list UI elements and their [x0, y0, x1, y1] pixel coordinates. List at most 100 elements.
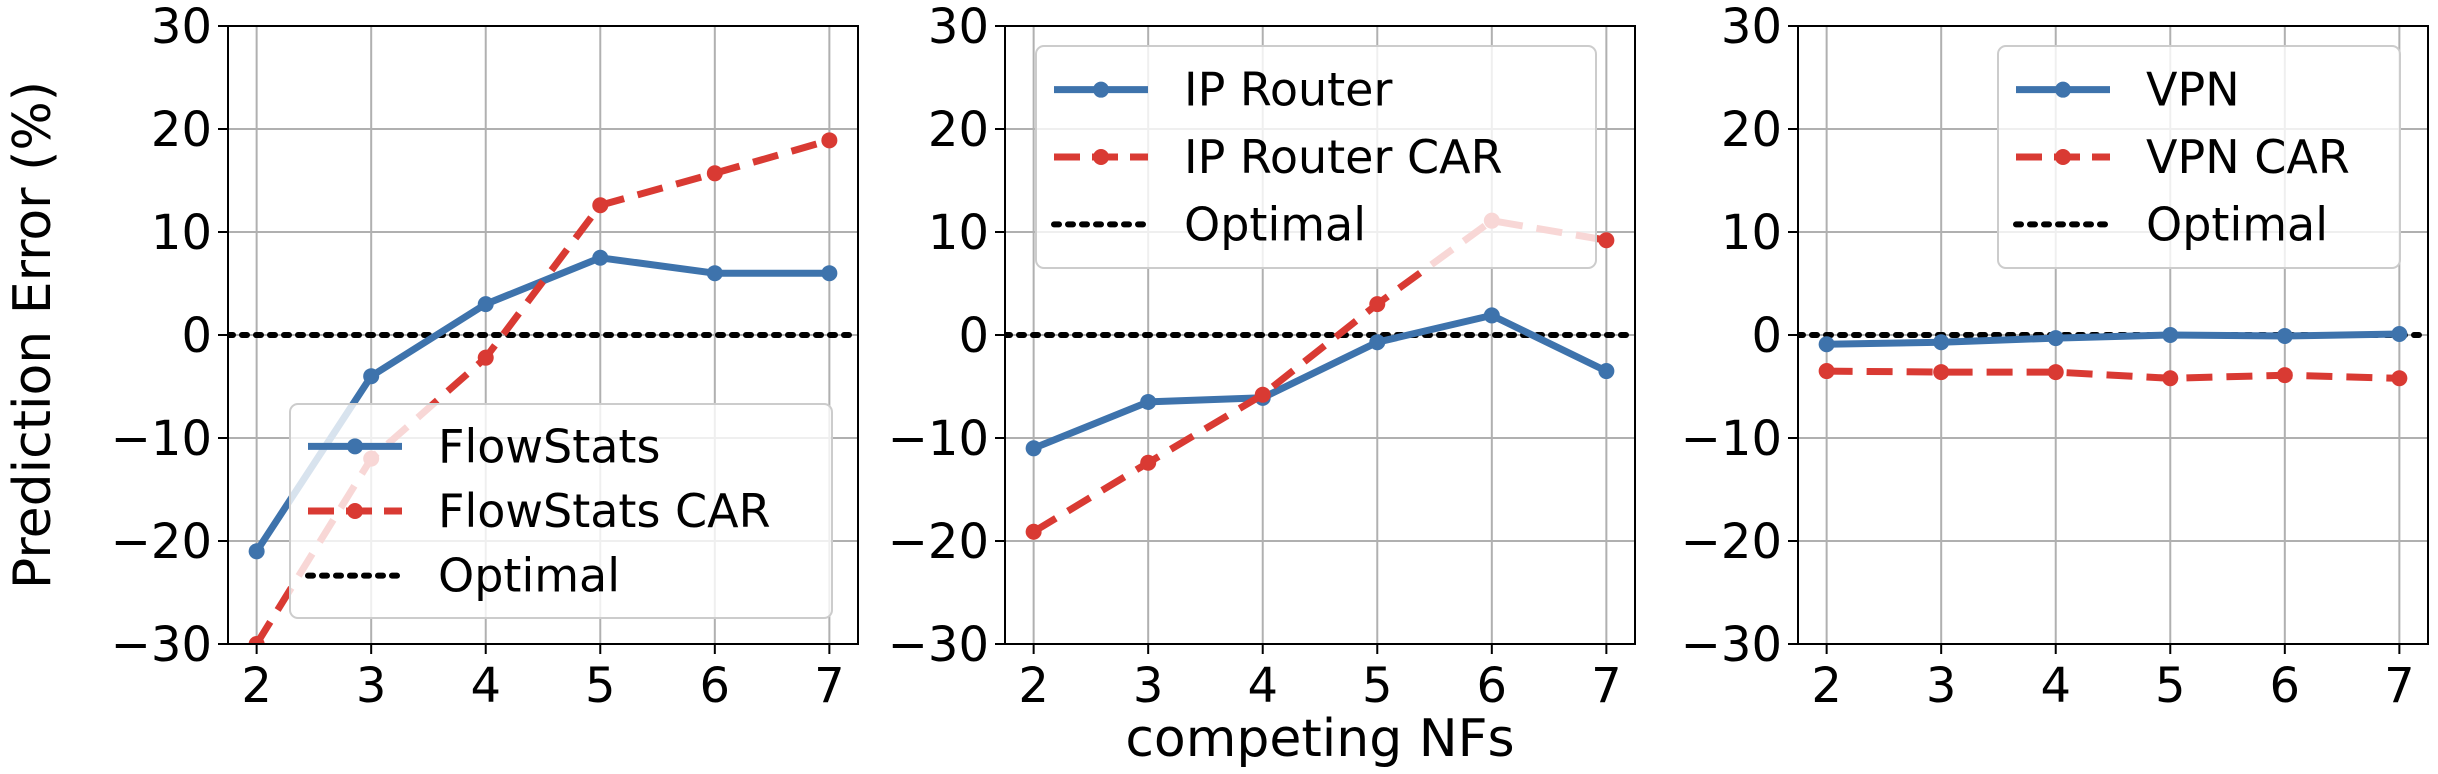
- legend-label: Optimal: [1184, 197, 1366, 251]
- y-tick-label: 30: [1721, 0, 1782, 55]
- y-tick-label: −10: [888, 411, 989, 467]
- data-point: [1818, 363, 1835, 380]
- plot-frame: [227, 25, 859, 645]
- x-tick-label: 5: [2155, 658, 2186, 714]
- legend-label: Optimal: [438, 549, 620, 603]
- x-tick-label: 6: [700, 658, 731, 714]
- y-tick-label: −20: [888, 514, 989, 570]
- legend-label: Optimal: [2146, 197, 2328, 251]
- y-tick-label: 10: [1721, 205, 1782, 261]
- legend: FlowStats FlowStats CAR Optimal: [289, 403, 833, 619]
- y-tick-label: 10: [151, 205, 212, 261]
- data-point: [1025, 440, 1042, 457]
- legend-label: FlowStats CAR: [438, 484, 771, 538]
- y-tick-label: 30: [928, 0, 989, 55]
- x-tick-label: 3: [356, 658, 387, 714]
- x-tick-label: 2: [1018, 658, 1049, 714]
- legend-box: [289, 403, 833, 619]
- series-line: [1826, 367, 2400, 382]
- data-point: [821, 265, 838, 282]
- y-tick-label: −20: [1681, 514, 1782, 570]
- series-vpn: [1818, 325, 2408, 353]
- x-tick-label: 3: [1133, 658, 1164, 714]
- legend-marker: [347, 503, 363, 519]
- y-tick-label: 20: [928, 102, 989, 158]
- chart-panel-1: 2 3 4 5 6 73020100−10−20−30FlowStatsFlowStats…: [3, 0, 859, 714]
- data-point: [1140, 454, 1157, 471]
- data-point: [2162, 370, 2179, 387]
- y-tick-label: −30: [888, 617, 989, 673]
- y-tick-label: 0: [958, 308, 989, 364]
- data-point: [592, 197, 609, 214]
- data-point: [477, 296, 494, 313]
- legend-label: IP Router CAR: [1184, 130, 1503, 184]
- y-tick-label: −30: [111, 617, 212, 673]
- data-point: [1933, 364, 1950, 381]
- legend-box: [1997, 45, 2401, 269]
- y-axis-label: Prediction Error (%): [3, 81, 63, 589]
- x-tick-label: 3: [1926, 658, 1957, 714]
- data-point: [2391, 325, 2408, 342]
- data-point: [821, 132, 838, 149]
- legend-box: [1035, 45, 1597, 269]
- x-tick-label: 4: [2040, 658, 2071, 714]
- data-point: [248, 543, 265, 560]
- y-tick-label: 10: [928, 205, 989, 261]
- plot-frame: [1797, 25, 2429, 645]
- series-vpn-car: [1818, 363, 2408, 387]
- data-point: [1483, 307, 1500, 324]
- x-axis-label: competing NFs: [1125, 709, 1514, 769]
- legend-marker: [2055, 149, 2071, 165]
- y-tick-label: 0: [181, 308, 212, 364]
- x-tick-label: 2: [241, 658, 272, 714]
- data-point: [2162, 327, 2179, 343]
- data-point: [1140, 393, 1157, 410]
- data-point: [2276, 328, 2293, 345]
- legend-marker: [347, 438, 363, 455]
- data-point: [363, 368, 380, 385]
- data-point: [1933, 334, 1950, 351]
- y-tick-label: 20: [151, 102, 212, 158]
- data-point: [2047, 364, 2064, 381]
- legend: IP Router IP Router CAR Optimal: [1035, 45, 1597, 269]
- y-tick-label: −10: [111, 411, 212, 467]
- legend-marker: [2055, 81, 2071, 98]
- data-point: [1369, 296, 1386, 313]
- chart-panel-3: 2 3 4 5 6 7 30 20 10 0 −10 −20 −30 VPN VPN CAR Optimal: [1681, 0, 2429, 714]
- x-tick-label: 4: [1247, 658, 1278, 714]
- legend: VPN VPN CAR Optimal: [1997, 45, 2401, 269]
- x-tick-label: 5: [1362, 658, 1393, 714]
- x-tick-label: 7: [814, 658, 845, 714]
- data-point: [592, 249, 609, 266]
- x-tick-label: 5: [585, 658, 616, 714]
- data-point: [1598, 363, 1615, 380]
- plot-frame: [1004, 25, 1636, 645]
- y-tick-label: −20: [111, 514, 212, 570]
- data-point: [1025, 523, 1042, 540]
- legend-label: VPN: [2146, 63, 2240, 117]
- data-point: [706, 265, 723, 282]
- data-point: [2276, 367, 2293, 384]
- series-line: [1032, 311, 1608, 452]
- series-ip-router: [1025, 307, 1615, 457]
- y-tick-label: 20: [1721, 102, 1782, 158]
- series-line: [1826, 330, 2400, 348]
- y-tick-label: −30: [1681, 617, 1782, 673]
- x-tick-label: 4: [470, 658, 501, 714]
- data-point: [1369, 334, 1386, 351]
- data-point: [1818, 336, 1835, 353]
- data-point: [1598, 232, 1615, 249]
- legend-marker: [1093, 81, 1109, 98]
- data-point: [2391, 370, 2408, 387]
- x-tick-label: 6: [2270, 658, 2301, 714]
- y-tick-label: 30: [151, 0, 212, 55]
- x-tick-label: 7: [1591, 658, 1622, 714]
- x-tick-label: 2: [1811, 658, 1842, 714]
- y-tick-label: −10: [1681, 411, 1782, 467]
- legend-label: FlowStats: [438, 419, 660, 473]
- data-point: [2047, 330, 2064, 347]
- legend-marker: [1093, 149, 1109, 165]
- y-tick-label: 0: [1751, 308, 1782, 364]
- data-point: [706, 165, 723, 182]
